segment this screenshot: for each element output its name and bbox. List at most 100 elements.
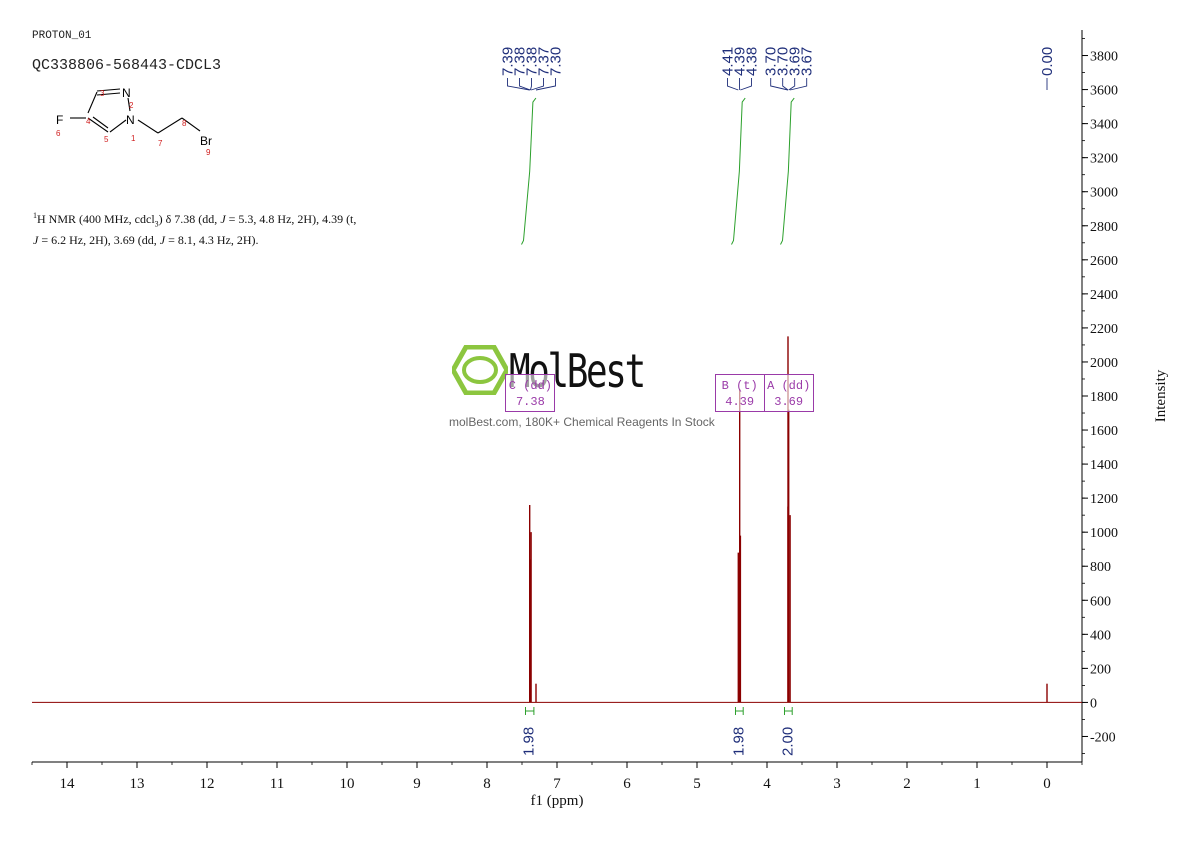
- y-tick-label: -200: [1090, 730, 1116, 745]
- x-tick-label: 9: [413, 776, 421, 792]
- atom-br: Br: [200, 134, 212, 148]
- multiplet-box: B (t) 4.39: [714, 374, 765, 412]
- desc-part-b: ) δ 7.38 (dd,: [158, 212, 221, 226]
- atom-n1: N: [126, 113, 135, 127]
- peak-label: 3.70: [763, 47, 780, 76]
- integral-value: 2.00: [779, 727, 796, 756]
- bond-3-4: [87, 91, 98, 114]
- peak-label-connector: [782, 78, 789, 91]
- peak-label: 4.39: [731, 47, 748, 76]
- x-tick-label: 10: [340, 776, 355, 792]
- y-tick-label: 1200: [1090, 492, 1118, 507]
- multiplet-line1: A (dd): [767, 379, 811, 393]
- header-sample: QC338806-568443-CDCL3: [32, 57, 222, 74]
- multiplet-box: A (dd) 3.69: [763, 374, 814, 412]
- peak-label-connector: [529, 78, 532, 91]
- x-tick-label: 8: [483, 776, 491, 792]
- peak-label: 3.69: [787, 47, 804, 76]
- multiplet-line1: C (dd): [508, 379, 552, 393]
- integral-curve: [780, 97, 795, 245]
- x-tick-label: 5: [693, 776, 701, 792]
- peak-label-connector: [519, 78, 531, 91]
- y-tick-label: 1000: [1090, 526, 1118, 541]
- x-axis-label: f1 (ppm): [531, 793, 584, 809]
- peak-label: 3.67: [799, 47, 816, 76]
- integral-curve: [731, 97, 746, 245]
- desc-sup: 1: [33, 211, 37, 220]
- desc-part-d: = 6.2 Hz, 2H), 3.69 (dd,: [38, 233, 160, 248]
- multiplet-line2: 4.39: [725, 395, 755, 409]
- watermark-logo-icon: [452, 345, 508, 395]
- desc-part-c: = 5.3, 4.8 Hz, 2H), 4.39 (t,: [225, 212, 357, 226]
- y-tick-label: 400: [1090, 628, 1111, 643]
- locant-7: 7: [158, 139, 163, 148]
- peak-label: 7.38: [524, 47, 541, 76]
- x-tick-label: 4: [763, 776, 771, 792]
- x-tick-label: 0: [1043, 776, 1051, 792]
- peak-label: 3.70: [775, 47, 792, 76]
- peak-label-connector: [740, 78, 752, 91]
- bond-7-8: [157, 117, 183, 134]
- watermark-tagline: molBest.com, 180K+ Chemical Reagents In …: [449, 415, 715, 429]
- peak-label-connector: [788, 78, 796, 91]
- peak-label: 7.37: [536, 47, 553, 76]
- y-tick-label: 2400: [1090, 288, 1118, 303]
- bond-4-5: [87, 117, 109, 133]
- multiplet-line2: 3.69: [774, 395, 804, 409]
- locant-3: 3: [100, 89, 105, 98]
- peak-label-connector: [530, 78, 544, 91]
- peak-label-connector: [535, 78, 556, 91]
- y-tick-label: 600: [1090, 594, 1111, 609]
- desc-j2: J: [33, 233, 39, 248]
- y-tick-label: 3800: [1090, 50, 1118, 65]
- desc-j3: J: [159, 233, 166, 248]
- x-tick-label: 12: [200, 776, 215, 792]
- locant-6: 6: [56, 129, 61, 138]
- y-tick-label: 2000: [1090, 356, 1118, 371]
- locant-4: 4: [86, 117, 91, 126]
- x-tick-label: 13: [130, 776, 145, 792]
- integral-value: 1.98: [521, 727, 538, 756]
- y-tick-label: 200: [1090, 662, 1111, 677]
- y-tick-label: 2200: [1090, 322, 1118, 337]
- locant-1: 1: [131, 134, 136, 143]
- multiplet-box: C (dd) 7.38: [505, 374, 556, 412]
- integral-curve: [521, 97, 537, 245]
- y-tick-label: 1400: [1090, 458, 1118, 473]
- y-tick-label: 1600: [1090, 424, 1118, 439]
- y-axis-label: Intensity: [1153, 369, 1169, 422]
- desc-sub: 3: [154, 219, 159, 229]
- x-tick-label: 3: [833, 776, 841, 792]
- desc-part-e: = 8.1, 4.3 Hz, 2H).: [165, 233, 259, 248]
- bond-1-7: [137, 119, 159, 134]
- x-tick-label: 7: [553, 776, 561, 792]
- bond-5-1: [109, 119, 127, 133]
- bond-8-br: [181, 117, 201, 132]
- atom-n2: N: [122, 86, 131, 100]
- y-tick-label: 1800: [1090, 390, 1118, 405]
- desc-part-a: H NMR (400 MHz, cdcl: [37, 212, 155, 226]
- peak-label: 4.41: [719, 47, 736, 76]
- locant-5: 5: [104, 135, 109, 144]
- peak-label: 7.39: [500, 47, 517, 76]
- peak-label: 4.38: [743, 47, 760, 76]
- nmr-description: 1H NMR (400 MHz, cdcl3) δ 7.38 (dd, J = …: [33, 207, 433, 249]
- x-tick-label: 1: [973, 776, 981, 792]
- peak-label: 7.30: [548, 47, 565, 76]
- x-tick-label: 11: [270, 776, 284, 792]
- bond-2-1: [127, 97, 131, 112]
- bond-3-2-double: [96, 92, 121, 96]
- bond-4-5-double: [92, 116, 109, 129]
- peak-label-connector: [727, 78, 739, 91]
- molecule-structure: N N F Br 1 2 3 4 5 6 7 8 9: [56, 86, 212, 157]
- peak-label: 7.38: [512, 47, 529, 76]
- x-tick-label: 6: [623, 776, 631, 792]
- peak-label-connector: [507, 78, 530, 91]
- multiplet-line2: 7.38: [515, 395, 545, 409]
- integral-value: 1.98: [730, 727, 747, 756]
- desc-j1: J: [220, 212, 226, 226]
- peak-label-connector: [789, 78, 808, 91]
- y-tick-label: 0: [1090, 696, 1097, 711]
- x-tick-label: 2: [903, 776, 911, 792]
